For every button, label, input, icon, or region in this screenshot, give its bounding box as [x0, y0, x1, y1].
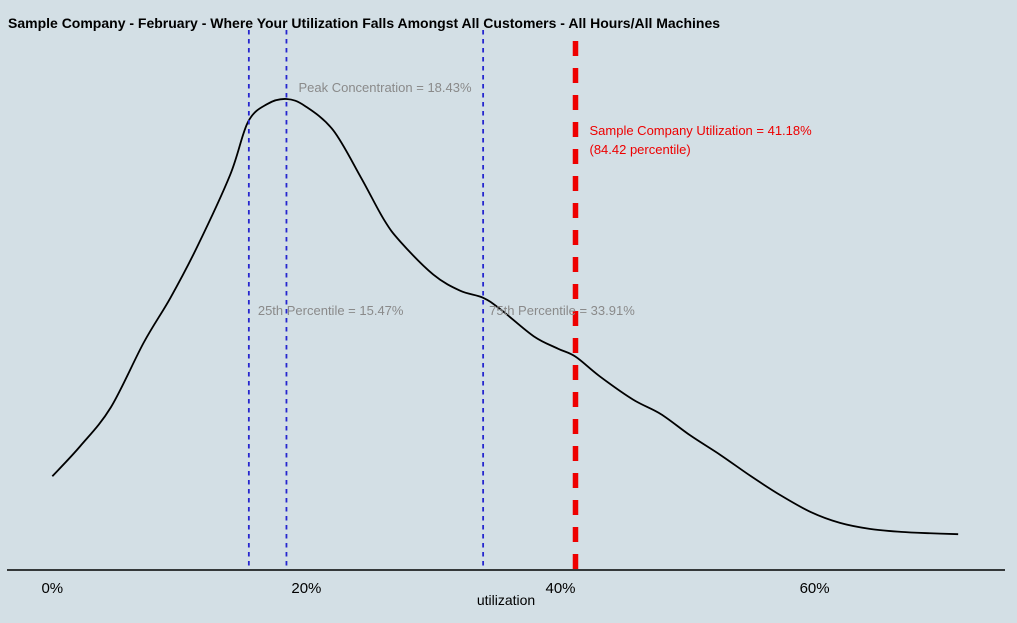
x-tick-label: 40% — [545, 580, 576, 597]
percentile-25-annotation: 25th Percentile = 15.47% — [257, 303, 404, 318]
x-tick-label: 0% — [41, 580, 64, 597]
peak-concentration-annotation: Peak Concentration = 18.43% — [298, 80, 472, 95]
x-tick-label: 20% — [291, 580, 322, 597]
density-curve — [51, 98, 959, 536]
x-tick-label: 60% — [799, 580, 830, 597]
company-utilization-annotation: Sample Company Utilization = 41.18% (84.… — [589, 122, 811, 159]
x-axis-title: utilization — [476, 592, 536, 608]
company-utilization-annotation-line2: (84.42 percentile) — [589, 141, 691, 157]
chart-title: Sample Company - February - Where Your U… — [8, 15, 721, 31]
percentile-75-annotation: 75th Percentile = 33.91% — [489, 303, 635, 318]
company-utilization-annotation-line1: Sample Company Utilization = 41.18% — [589, 123, 812, 138]
